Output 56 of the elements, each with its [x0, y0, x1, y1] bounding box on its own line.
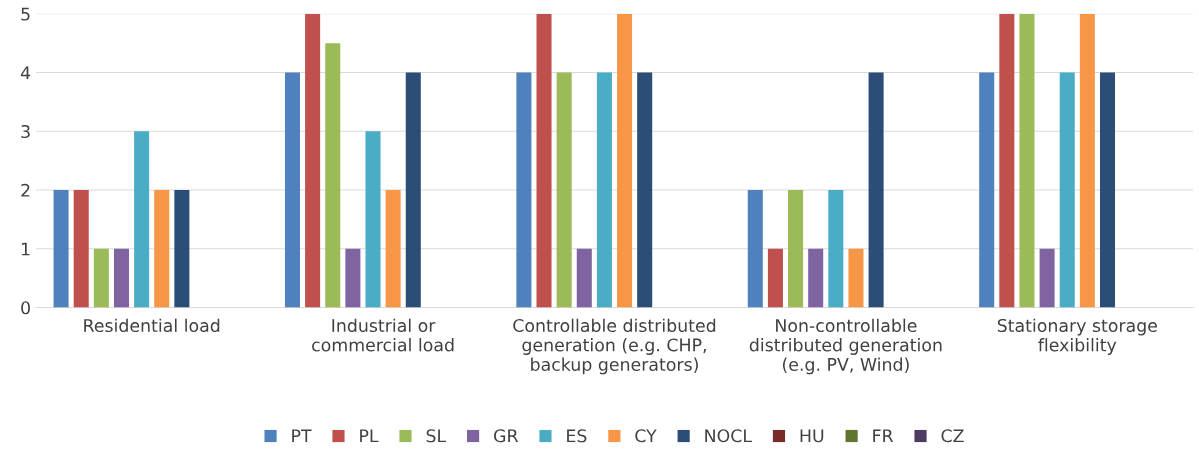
bar: [828, 190, 844, 308]
legend-label: NOCL: [705, 429, 752, 443]
bar: [516, 72, 532, 308]
legend-label: CY: [635, 429, 657, 443]
bar: [325, 43, 341, 308]
bar: [385, 190, 401, 308]
bar: [1079, 13, 1095, 308]
bar: [747, 190, 763, 308]
y-tick-label: 2: [21, 183, 30, 197]
bar: [73, 190, 89, 308]
y-tick-label: 1: [21, 242, 30, 256]
legend-label: GR: [494, 429, 519, 443]
bar: [637, 72, 653, 308]
y-tick-label: 0: [21, 301, 30, 315]
legend-label: CZ: [941, 429, 964, 443]
legend-label: PT: [292, 429, 312, 443]
legend-label: HU: [800, 429, 824, 443]
bar: [134, 131, 150, 308]
bar: [1039, 248, 1055, 308]
bar: [174, 190, 190, 308]
bar: [556, 72, 572, 308]
bar: [999, 13, 1015, 308]
legend-label: FR: [873, 429, 894, 443]
bar: [113, 248, 129, 308]
x-tick-label: Non-controllable distributed generation (e.g. PV, Wind): [749, 318, 942, 375]
x-tick-label: Controllable distributed generation (e.g. CHP, backup generators): [513, 318, 716, 375]
bar: [305, 13, 321, 308]
legend-label: PL: [360, 429, 379, 443]
bar: [345, 248, 361, 308]
bar: [536, 13, 552, 308]
y-tick-label: 5: [21, 7, 30, 21]
bar: [596, 72, 612, 308]
bar: [1019, 13, 1035, 308]
x-tick-label: Industrial or commercial load: [312, 318, 454, 352]
bar: [848, 248, 864, 308]
bar: [808, 248, 824, 308]
bar: [154, 190, 170, 308]
legend-label: ES: [567, 429, 587, 443]
bar: [576, 248, 592, 308]
bar: [868, 72, 884, 308]
bar: [788, 190, 804, 308]
bar: [979, 72, 995, 308]
bar: [365, 131, 381, 308]
x-tick-label: Residential load: [84, 318, 220, 333]
bar: [617, 13, 633, 308]
bar: [405, 72, 421, 308]
bar: [284, 72, 301, 308]
legend-label: SL: [426, 429, 447, 443]
bar: [93, 248, 109, 308]
x-tick-label: Stationary storage flexibility: [997, 318, 1157, 355]
bar: [1099, 72, 1116, 308]
y-tick-label: 4: [20, 66, 31, 80]
bar: [767, 248, 783, 308]
bar: [53, 190, 69, 308]
bar: [1059, 72, 1075, 308]
y-tick-label: 3: [21, 124, 30, 139]
